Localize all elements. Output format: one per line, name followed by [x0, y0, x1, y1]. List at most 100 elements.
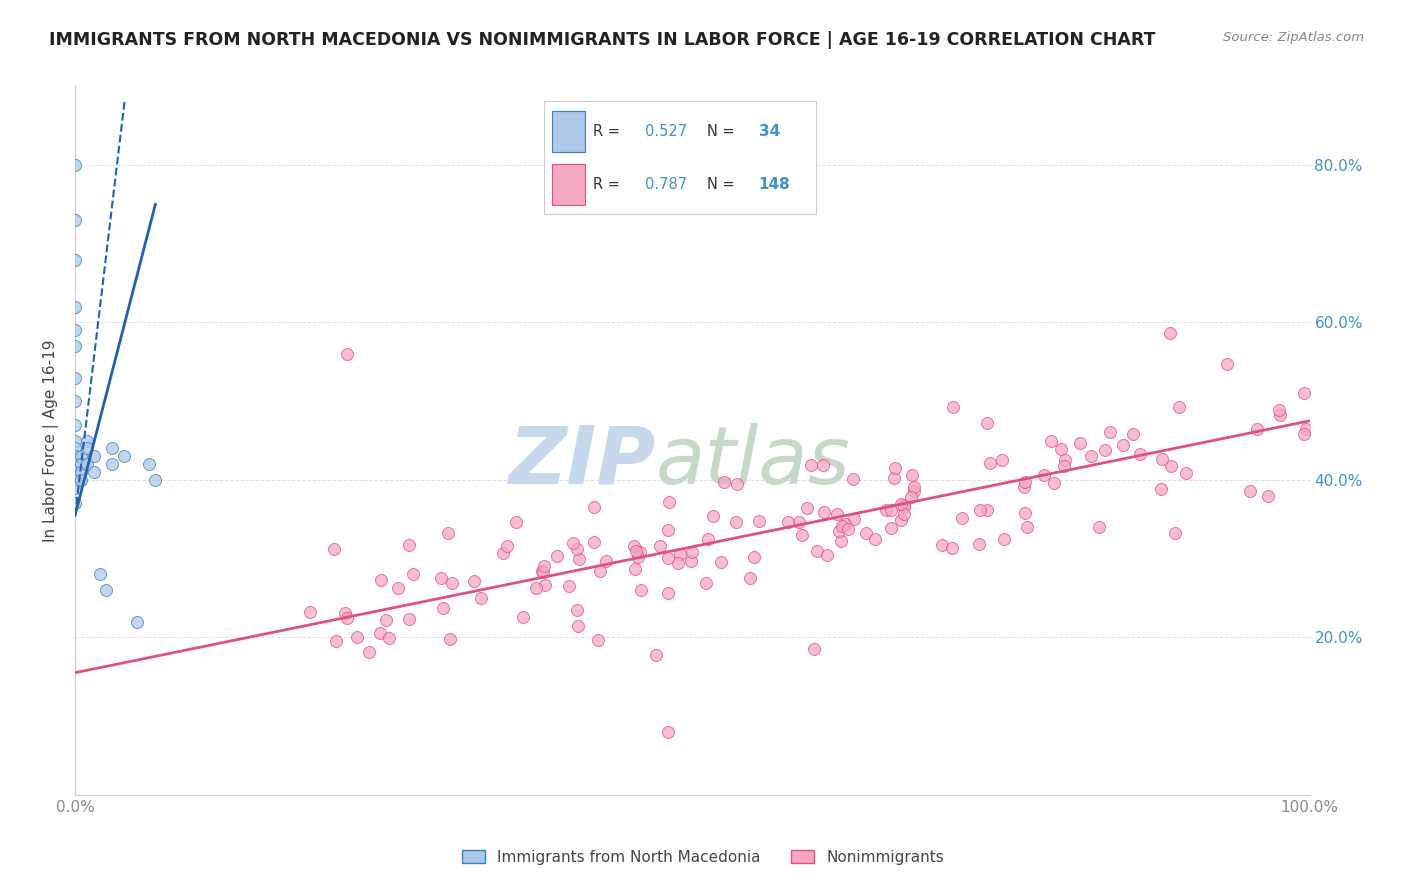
Point [101, 442, 124, 456]
Point [1014, 475, 1036, 489]
Point [1087, 520, 1109, 534]
Point [863, 533, 886, 547]
Point [346, 630, 368, 644]
Point [298, 605, 321, 619]
Y-axis label: In Labor Force | Age 16-19: In Labor Force | Age 16-19 [44, 339, 59, 541]
Point [630, 582, 652, 597]
Point [325, 634, 347, 648]
Point [534, 578, 557, 592]
Point [1175, 466, 1198, 480]
Point [1215, 358, 1237, 372]
Point [63, 339, 86, 353]
Point [70, 473, 93, 487]
Point [512, 609, 534, 624]
Point [713, 475, 735, 490]
Point [530, 564, 553, 578]
Point [903, 483, 925, 498]
Point [1069, 435, 1091, 450]
Point [725, 515, 748, 529]
Point [627, 550, 650, 565]
Point [1099, 425, 1122, 439]
Point [375, 613, 398, 627]
Point [796, 500, 818, 515]
Point [710, 555, 733, 569]
Point [70, 457, 93, 471]
Point [546, 549, 568, 564]
Point [628, 545, 651, 559]
Point [815, 549, 838, 563]
Point [658, 494, 681, 508]
Point [842, 512, 865, 526]
Point [441, 576, 464, 591]
Point [63, 473, 86, 487]
Point [657, 523, 679, 537]
Point [1239, 483, 1261, 498]
Point [813, 505, 835, 519]
Point [1014, 506, 1036, 520]
Point [492, 546, 515, 560]
Point [942, 400, 965, 414]
Point [336, 347, 359, 361]
Point [976, 503, 998, 517]
Point [558, 579, 581, 593]
Point [650, 540, 672, 554]
Point [94, 583, 117, 598]
Point [368, 625, 391, 640]
Point [742, 550, 765, 565]
Point [63, 465, 86, 479]
Point [63, 434, 86, 448]
Point [778, 515, 800, 529]
Point [803, 642, 825, 657]
Point [63, 442, 86, 456]
Point [63, 252, 86, 267]
Point [837, 522, 859, 536]
Point [645, 648, 668, 662]
Point [437, 526, 460, 541]
Point [402, 567, 425, 582]
Point [889, 497, 911, 511]
Point [63, 370, 86, 384]
Point [979, 456, 1001, 470]
Point [813, 458, 835, 472]
Point [1295, 422, 1317, 436]
Point [668, 547, 690, 561]
Point [1246, 422, 1268, 436]
Point [657, 724, 679, 739]
Point [787, 515, 810, 529]
Point [63, 496, 86, 510]
Point [831, 519, 853, 533]
Point [624, 543, 647, 558]
Point [63, 158, 86, 172]
Point [900, 467, 922, 482]
Text: Source: ZipAtlas.com: Source: ZipAtlas.com [1223, 31, 1364, 45]
Point [679, 554, 702, 568]
Point [63, 394, 86, 409]
Point [505, 515, 527, 529]
Point [1150, 483, 1173, 497]
Point [681, 544, 703, 558]
Point [1039, 434, 1062, 448]
Point [63, 481, 86, 495]
Point [333, 606, 356, 620]
Point [1294, 385, 1316, 400]
Point [1053, 452, 1076, 467]
Point [875, 503, 897, 517]
Point [1160, 459, 1182, 474]
Point [1159, 326, 1181, 340]
Text: atlas: atlas [655, 423, 851, 500]
Point [792, 528, 814, 542]
Point [582, 535, 605, 549]
Point [657, 551, 679, 566]
Point [880, 503, 903, 517]
Point [1168, 400, 1191, 414]
Point [1122, 426, 1144, 441]
Point [439, 632, 461, 647]
Legend: Immigrants from North Macedonia, Nonimmigrants: Immigrants from North Macedonia, Nonimmi… [456, 844, 950, 871]
Point [63, 457, 86, 471]
Point [725, 476, 748, 491]
Point [890, 513, 912, 527]
Point [1164, 526, 1187, 541]
Point [125, 615, 148, 629]
Point [1080, 449, 1102, 463]
Point [463, 574, 485, 589]
